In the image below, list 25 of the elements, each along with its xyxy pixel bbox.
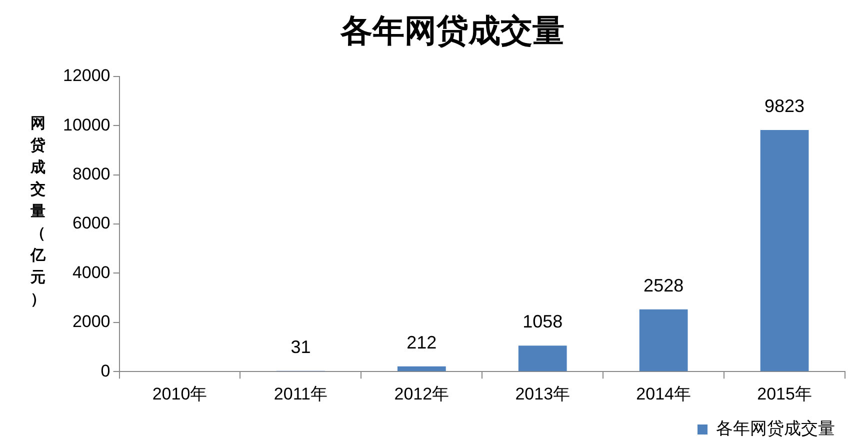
chart-title: 各年网贷成交量 <box>340 12 564 48</box>
y-tick-label: 0 <box>100 361 110 380</box>
legend-label: 各年网贷成交量 <box>716 419 835 438</box>
data-label: 212 <box>406 332 437 352</box>
x-tick-label: 2012年 <box>394 384 450 404</box>
data-label: 31 <box>290 336 311 357</box>
x-tick-label: 2013年 <box>515 384 570 404</box>
data-label: 9823 <box>764 96 805 116</box>
x-tick-label: 2015年 <box>757 384 812 404</box>
y-tick-label: 10000 <box>62 115 110 134</box>
y-tick-label: 6000 <box>72 214 110 233</box>
y-tick-label: 2000 <box>72 312 110 332</box>
data-label: 1058 <box>522 312 563 332</box>
text: 网贷成交量（亿元） <box>30 114 46 308</box>
bar <box>397 366 446 372</box>
y-tick-label: 12000 <box>62 66 110 86</box>
data-label: 2528 <box>644 275 684 296</box>
y-tick-label: 8000 <box>72 164 110 184</box>
y-tick-label: 4000 <box>72 262 110 282</box>
bar <box>760 130 809 372</box>
x-tick-label: 2010年 <box>152 384 208 404</box>
x-tick-label: 2011年 <box>274 384 328 404</box>
x-tick-label: 2014年 <box>636 384 691 404</box>
bar <box>518 346 567 372</box>
bar <box>639 309 688 372</box>
